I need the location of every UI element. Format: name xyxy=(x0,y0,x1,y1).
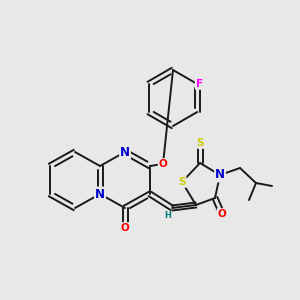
Text: N: N xyxy=(215,169,225,182)
Text: F: F xyxy=(196,79,203,89)
Text: N: N xyxy=(95,188,105,200)
Text: H: H xyxy=(165,212,171,220)
Text: O: O xyxy=(218,209,226,219)
Text: N: N xyxy=(120,146,130,158)
Text: S: S xyxy=(178,177,186,187)
Text: O: O xyxy=(159,159,167,169)
Text: S: S xyxy=(196,138,204,148)
Text: O: O xyxy=(121,223,129,233)
